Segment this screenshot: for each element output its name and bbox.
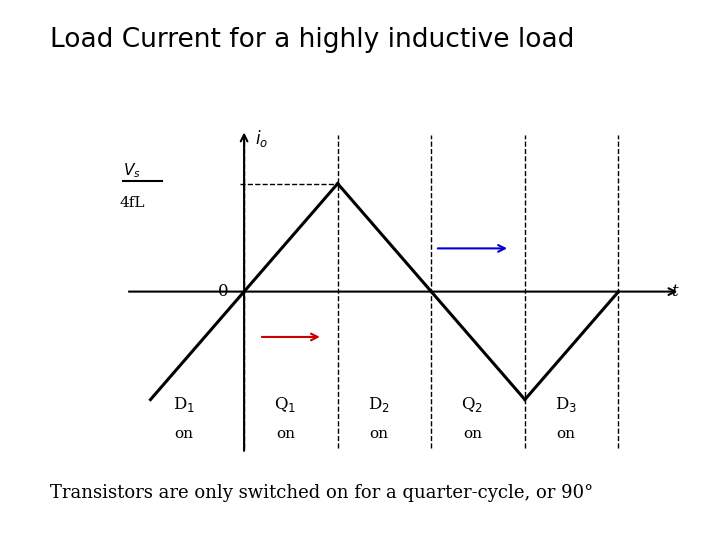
Text: D$_2$: D$_2$ bbox=[368, 395, 390, 415]
Text: $i_o$: $i_o$ bbox=[256, 128, 269, 148]
Text: on: on bbox=[557, 427, 575, 441]
Text: on: on bbox=[276, 427, 294, 441]
Text: D$_3$: D$_3$ bbox=[555, 395, 577, 415]
Text: on: on bbox=[463, 427, 482, 441]
Text: t: t bbox=[671, 283, 678, 300]
Text: on: on bbox=[175, 427, 194, 441]
Text: Transistors are only switched on for a quarter-cycle, or 90°: Transistors are only switched on for a q… bbox=[50, 484, 594, 502]
Text: $V_s$: $V_s$ bbox=[123, 161, 140, 180]
Text: Q$_1$: Q$_1$ bbox=[274, 395, 297, 415]
Text: 0: 0 bbox=[218, 283, 229, 300]
Text: D$_1$: D$_1$ bbox=[174, 395, 195, 415]
Text: on: on bbox=[369, 427, 388, 441]
Text: Q$_2$: Q$_2$ bbox=[462, 395, 484, 415]
Text: Load Current for a highly inductive load: Load Current for a highly inductive load bbox=[50, 27, 575, 53]
Text: 4fL: 4fL bbox=[119, 196, 145, 210]
